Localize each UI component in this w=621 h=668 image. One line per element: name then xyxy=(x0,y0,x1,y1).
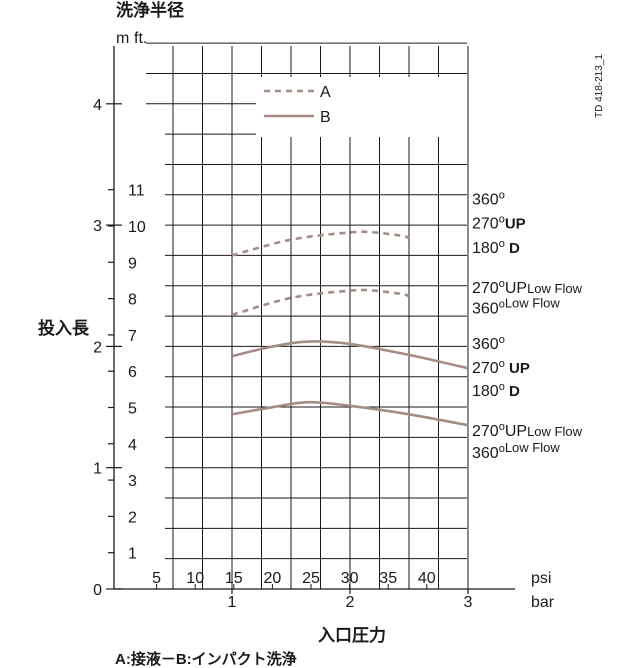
curve-annotation-7: 180o D xyxy=(472,381,520,400)
bar-tick-label: 2 xyxy=(346,594,355,611)
ft-tick-label: 3 xyxy=(128,473,137,490)
psi-tick-label: 40 xyxy=(418,570,436,587)
ft-tick-label: 9 xyxy=(128,255,137,272)
tick-labels: 0 1 2 3 4 1 2 3 4 5 6 7 8 9 10 11 5 10 15 20 25 30 35 40 1 2 3 xyxy=(93,97,472,611)
ft-tick-label: 7 xyxy=(128,328,137,345)
ft-tick-label: 1 xyxy=(128,546,137,563)
m-tick-label: 1 xyxy=(93,461,102,478)
y-axis-label: 投入長 xyxy=(38,318,90,338)
ft-tick-label: 11 xyxy=(128,183,145,200)
y-unit-m: m xyxy=(116,30,129,47)
x-unit-psi: psi xyxy=(531,570,551,587)
curve-annotation-3: 270oUPLow Flow xyxy=(472,278,583,297)
legend-label-b: B xyxy=(320,109,331,126)
ft-tick-label: 5 xyxy=(128,401,137,418)
ft-tick-label: 6 xyxy=(128,364,137,381)
m-tick-label: 3 xyxy=(93,218,102,235)
psi-tick-label: 35 xyxy=(379,570,397,587)
psi-tick-label: 20 xyxy=(264,570,282,587)
caption: A:接液－B:インパクト洗浄 xyxy=(115,650,297,668)
psi-tick-label: 15 xyxy=(225,570,243,587)
ft-tick-label: 2 xyxy=(128,509,137,526)
curve-annotation-2: 180o D xyxy=(472,238,520,257)
series-a-line-0 xyxy=(231,230,410,257)
y-unit-ft: ft. xyxy=(134,30,147,47)
axes xyxy=(106,46,515,594)
grid xyxy=(146,42,469,589)
figure-id: TD 418-213_1 xyxy=(594,54,605,118)
curve-annotation-5: 360o xyxy=(472,334,505,353)
bar-tick-label: 1 xyxy=(228,594,237,611)
m-tick-label: 0 xyxy=(93,582,102,599)
legend-box xyxy=(256,77,467,137)
chart-title: 洗浄半径 xyxy=(116,0,184,20)
curve-annotation-6: 270o UP xyxy=(472,358,530,377)
curves xyxy=(231,230,469,427)
bar-tick-label: 3 xyxy=(464,594,473,611)
series-b-line-2 xyxy=(231,340,469,370)
psi-tick-label: 25 xyxy=(302,570,320,587)
m-tick-label: 2 xyxy=(93,339,102,356)
series-b-line-3 xyxy=(231,400,469,427)
curve-annotation-1: 270oUP xyxy=(472,214,526,233)
legend: AB xyxy=(256,77,467,137)
curve-annotation-0: 360o xyxy=(472,189,505,208)
ft-tick-label: 4 xyxy=(128,437,137,454)
curve-annotation-4: 360oLow Flow xyxy=(472,296,560,318)
psi-tick-label: 10 xyxy=(186,570,204,587)
x-unit-bar: bar xyxy=(531,594,555,611)
m-tick-label: 4 xyxy=(93,97,102,114)
ft-tick-label: 8 xyxy=(128,292,137,309)
psi-tick-label: 30 xyxy=(341,570,359,587)
series-a-line-1 xyxy=(231,288,410,317)
ft-tick-label: 10 xyxy=(128,219,146,236)
curve-annotation-9: 360oLow Flow xyxy=(472,440,560,462)
legend-label-a: A xyxy=(320,84,331,101)
curve-annotation-8: 270oUPLow Flow xyxy=(472,421,583,440)
x-axis-label: 入口圧力 xyxy=(318,625,386,645)
psi-tick-label: 5 xyxy=(152,570,161,587)
